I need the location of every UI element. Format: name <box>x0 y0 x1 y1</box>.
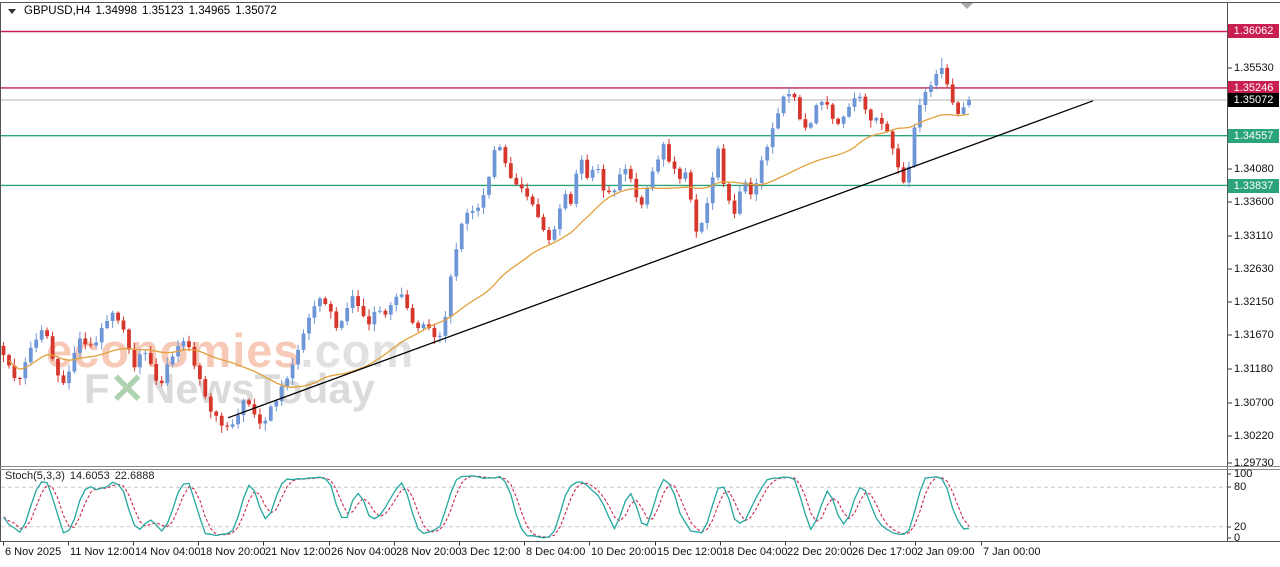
quote-open: 1.34998 <box>95 5 138 17</box>
scroll-to-end-icon[interactable] <box>961 3 973 9</box>
watermark-brand: economies.com <box>46 323 414 378</box>
quote-high: 1.35123 <box>142 5 184 17</box>
quote-low: 1.34965 <box>188 5 231 17</box>
indicator-k-value: 14.6053 <box>69 470 110 482</box>
indicator-d-value: 22.6888 <box>114 470 155 482</box>
watermark-tagline: F✕NewsToday <box>84 364 375 413</box>
watermark-tagline-f: F <box>84 365 110 412</box>
watermark-tagline-rest: NewsToday <box>144 365 376 412</box>
indicator-label: Stoch(5,3,3) 14.6053 22.6888 <box>5 470 154 482</box>
quote-close: 1.35072 <box>235 5 277 17</box>
indicator-name: Stoch(5,3,3) <box>5 470 65 482</box>
symbol-timeframe: GBPUSD,H4 <box>24 5 91 17</box>
watermark-brand-text: economies <box>46 324 301 377</box>
ohlc-info-bar: GBPUSD,H4 1.34998 1.35123 1.34965 1.35072 <box>8 5 277 17</box>
watermark-brand-suffix: .com <box>300 324 415 377</box>
symbol-dropdown-icon[interactable] <box>8 9 16 14</box>
watermark-x-icon: ✕ <box>109 365 145 412</box>
